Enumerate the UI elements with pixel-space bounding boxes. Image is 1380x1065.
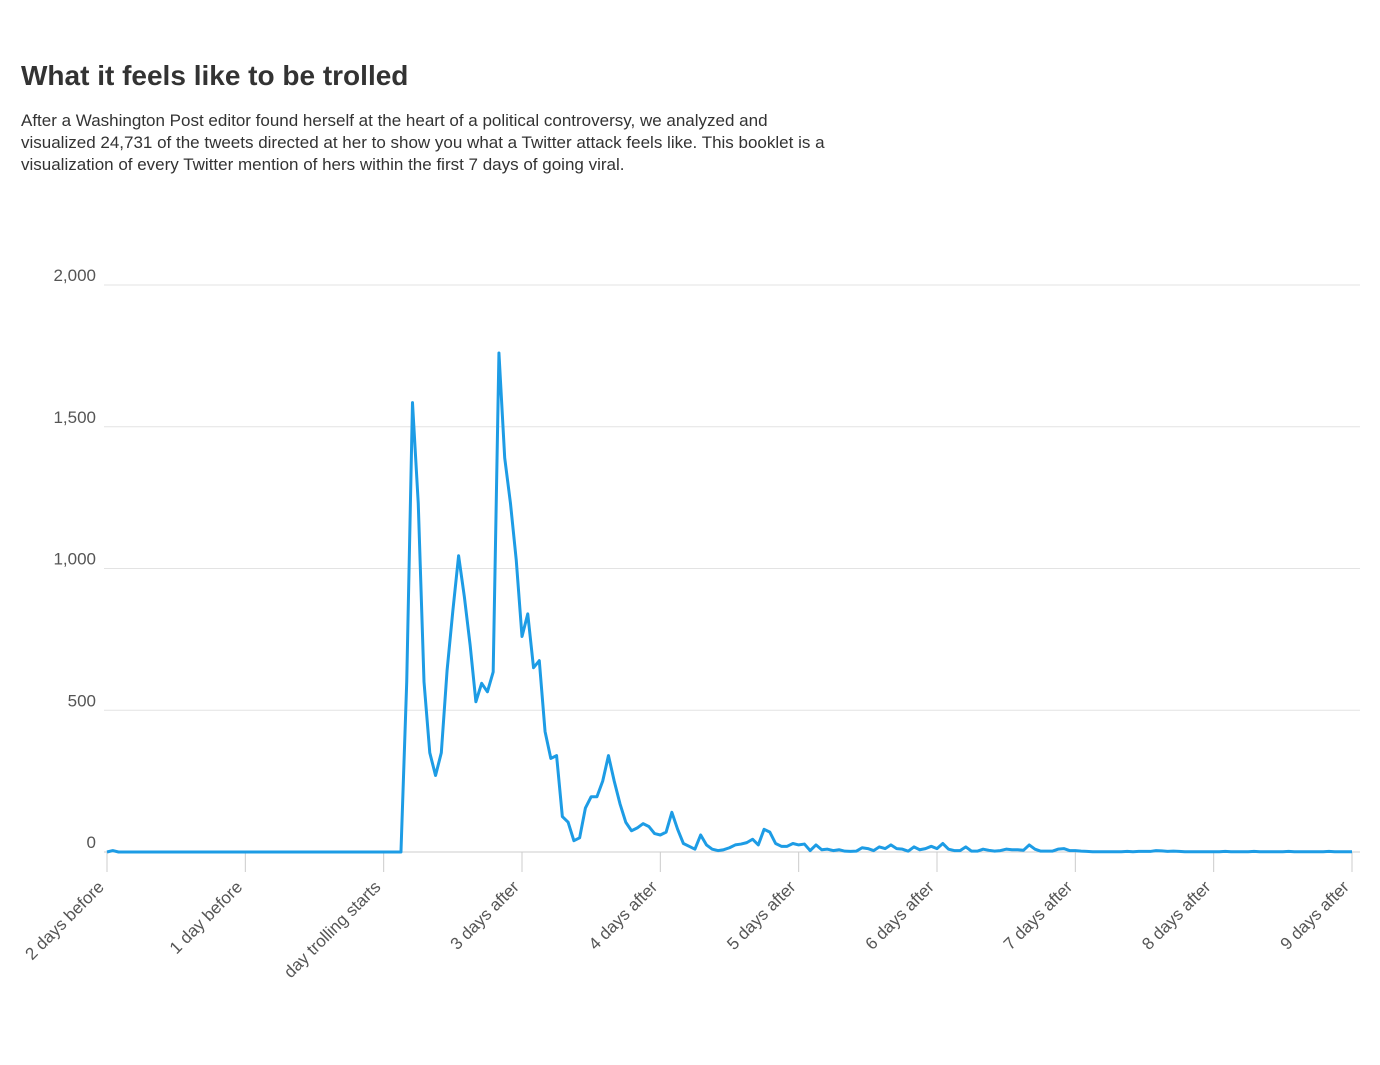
y-tick-label: 0 [87,833,96,852]
data-line [106,351,1352,854]
x-tick-label: day trolling starts [280,877,384,981]
y-tick-label: 500 [68,691,96,710]
x-tick-label: 2 days before [22,877,108,963]
x-tick-label: 4 days after [585,877,661,953]
x-tick-label: 6 days after [862,877,938,953]
x-tick-label: 9 days after [1277,877,1353,953]
chart-title: What it feels like to be trolled [21,60,409,91]
y-tick-label: 1,500 [53,408,96,427]
x-tick-label: 8 days after [1138,877,1214,953]
y-tick-label: 2,000 [53,266,96,285]
y-tick-label: 1,000 [53,550,96,569]
x-tick-label: 3 days after [447,877,523,953]
x-tick-label: 5 days after [723,877,799,953]
x-tick-label: 1 day before [166,877,246,957]
chart-subtitle: After a Washington Post editor found her… [21,111,825,174]
x-tick-label: 7 days after [1000,877,1076,953]
